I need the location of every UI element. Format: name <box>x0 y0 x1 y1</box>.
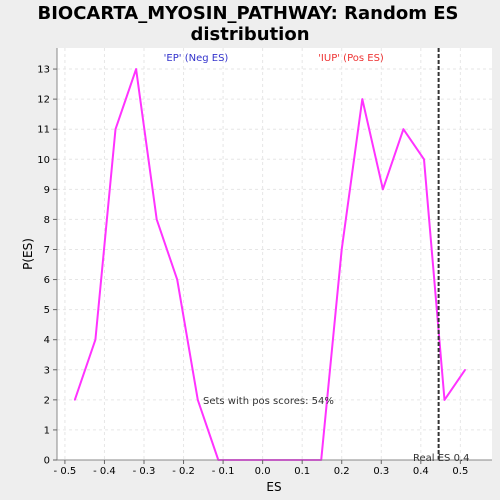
data-point <box>73 399 76 401</box>
y-axis-label: P(ES) <box>21 238 35 270</box>
data-point <box>402 128 405 130</box>
y-tick-label: 1 <box>44 425 50 436</box>
data-point <box>423 158 425 161</box>
data-point <box>176 278 179 281</box>
y-tick-label: 9 <box>44 185 50 196</box>
x-ticks: - 0.5 - 0.4 - 0.3 - 0.2 - 0.1 0.0 0.1 0.2 0.3 0.4… <box>54 460 468 477</box>
x-tick-label: 0.4 <box>413 466 429 477</box>
y-tick-label: 6 <box>44 275 50 286</box>
pos-es-label: 'IUP' (Pos ES) <box>318 53 384 64</box>
y-tick-label: 10 <box>37 155 50 166</box>
y-tick-label: 8 <box>44 215 50 226</box>
x-tick-label: 0.0 <box>255 466 271 477</box>
x-tick-label: - 0.1 <box>212 466 235 477</box>
pos-scores-annotation: Sets with pos scores: 54% <box>203 396 334 407</box>
y-tick-label: 0 <box>44 456 50 467</box>
y-tick-label: 13 <box>37 65 50 76</box>
data-point <box>443 399 446 401</box>
x-tick-label: 0.5 <box>452 466 468 477</box>
data-point <box>135 68 137 70</box>
data-point <box>114 128 117 130</box>
data-point <box>464 368 466 371</box>
x-tick-label: - 0.5 <box>54 466 77 477</box>
data-point <box>340 248 343 251</box>
y-tick-label: 11 <box>37 125 50 136</box>
data-point <box>361 98 364 100</box>
x-tick-label: - 0.3 <box>133 466 156 477</box>
y-tick-label: 12 <box>37 95 50 106</box>
x-tick-label: 0.2 <box>334 466 350 477</box>
data-point <box>196 399 199 401</box>
y-tick-label: 5 <box>44 305 50 316</box>
real-es-label: Real ES 0.4 <box>413 453 469 464</box>
neg-es-label: 'EP' (Neg ES) <box>164 53 229 64</box>
x-tick-label: - 0.2 <box>172 466 195 477</box>
plot-area <box>57 48 492 460</box>
axes <box>56 48 492 461</box>
data-point <box>155 218 158 221</box>
data-point <box>382 188 384 191</box>
x-tick-label: - 0.4 <box>93 466 116 477</box>
y-tick-label: 2 <box>44 395 50 406</box>
y-tick-label: 3 <box>44 365 50 376</box>
chart-title-line-1: BIOCARTA_MYOSIN_PATHWAY: Random ES <box>37 3 458 24</box>
data-point <box>94 338 97 341</box>
y-tick-label: 4 <box>44 335 50 346</box>
x-axis-label: ES <box>266 480 281 494</box>
x-tick-label: 0.1 <box>294 466 310 477</box>
y-tick-label: 7 <box>44 245 50 256</box>
chart-title-line-2: distribution <box>190 24 309 45</box>
x-tick-label: 0.3 <box>373 466 389 477</box>
